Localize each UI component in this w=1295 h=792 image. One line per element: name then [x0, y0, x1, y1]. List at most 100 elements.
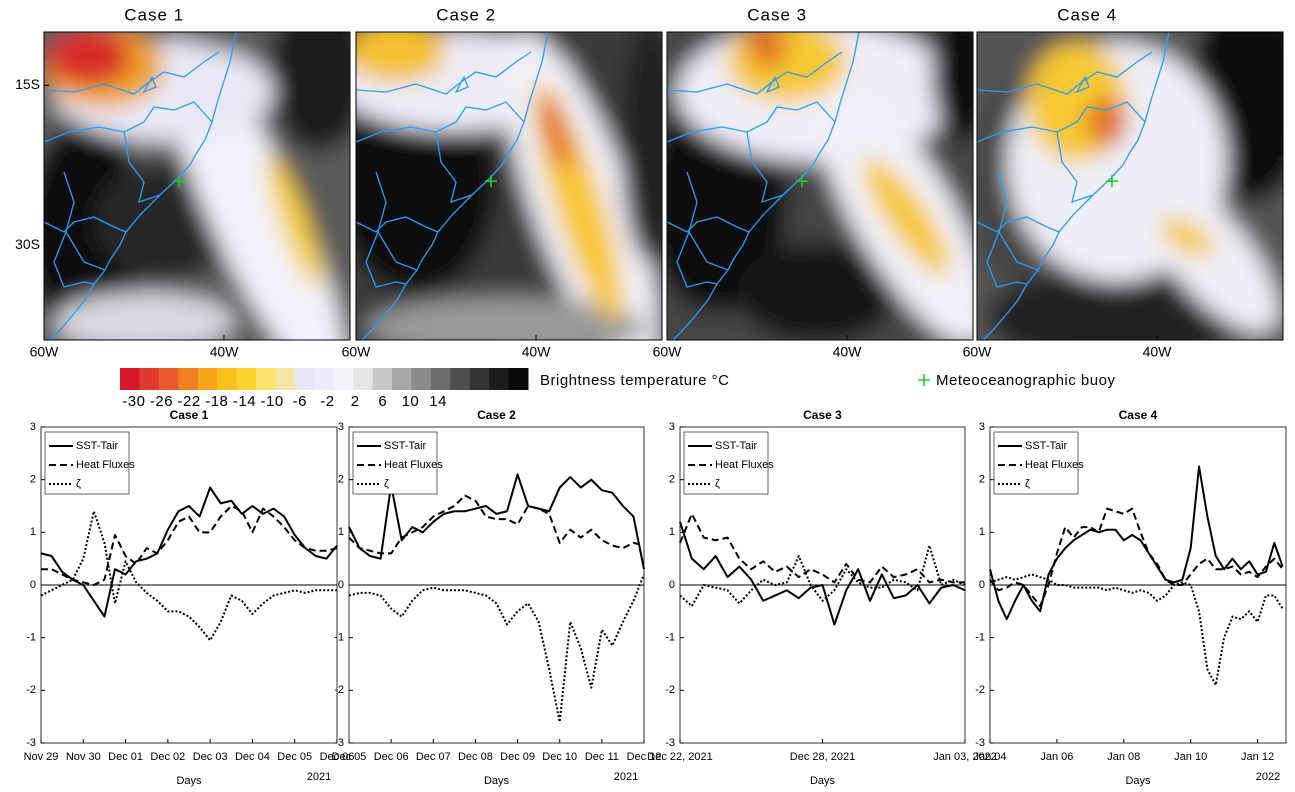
- buoy-legend-marker: [918, 374, 930, 386]
- x-tick-label: Dec 28, 2021: [790, 751, 855, 763]
- x-tick-label: Jan 04: [973, 751, 1006, 763]
- x-tick-label: Dec 01: [108, 751, 143, 763]
- colorbar-cell: [372, 368, 393, 390]
- legend-label: Heat Fluxes: [1025, 459, 1084, 471]
- legend-label: ζ: [715, 478, 720, 490]
- legend-label: ζ: [384, 478, 389, 490]
- y-tick-label: -2: [975, 684, 985, 696]
- x-tick-label: Jan 12: [1241, 751, 1274, 763]
- colorbar-tick-label: 14: [429, 393, 447, 410]
- buoy-marker: [173, 175, 185, 188]
- colorbar-cell: [333, 368, 354, 390]
- y-tick-label: -2: [665, 684, 675, 696]
- chart-title: Case 4: [1119, 408, 1158, 422]
- y-tick-label: 1: [338, 526, 344, 538]
- y-tick-label: 3: [979, 421, 985, 433]
- colorbar-cell: [508, 368, 529, 390]
- y-tick-label: -3: [26, 737, 36, 749]
- y-tick-label: 1: [30, 526, 36, 538]
- colorbar-tick-label: -2: [320, 393, 334, 410]
- map-title: Case 4: [1057, 5, 1117, 24]
- buoy-marker: [796, 175, 808, 188]
- colorbar-tick-label: 2: [351, 393, 360, 410]
- colorbar-cell: [489, 368, 510, 390]
- map-x-tick-label: 60W: [653, 344, 683, 360]
- y-tick-label: 3: [669, 421, 675, 433]
- colorbar-tick-label: 10: [402, 393, 420, 410]
- map-x-tick-label: 60W: [963, 344, 993, 360]
- colorbar-tick-label: -30: [122, 393, 145, 410]
- colorbar-tick-label: -14: [233, 393, 256, 410]
- series-line: [348, 473, 645, 570]
- y-tick-label: -3: [334, 737, 344, 749]
- colorbar-cell: [256, 368, 276, 390]
- y-tick-label: -1: [665, 632, 675, 644]
- map-x-tick-label: 60W: [30, 344, 60, 360]
- colorbar-cell: [450, 368, 471, 390]
- colorbar-cell: [430, 368, 451, 390]
- map-x-tick-label: 40W: [210, 344, 240, 360]
- year-label: 2021: [307, 771, 331, 783]
- map-title: Case 2: [436, 5, 496, 24]
- colorbar-cell: [353, 368, 374, 390]
- x-tick-label: Jan 03, 2022: [933, 751, 997, 763]
- legend-label: Heat Fluxes: [715, 459, 774, 471]
- x-tick-label: Nov 30: [66, 751, 101, 763]
- map-title: Case 3: [747, 5, 807, 24]
- colorbar-cell: [217, 368, 238, 390]
- series-line: [989, 573, 1284, 687]
- map-x-tick-label: 40W: [522, 344, 552, 360]
- series-line: [679, 521, 966, 626]
- x-tick-label: Dec 04: [235, 751, 270, 763]
- x-tick-label: Jan 06: [1040, 751, 1073, 763]
- colorbar-cell: [158, 368, 179, 390]
- colorbar-cell: [178, 368, 199, 390]
- x-tick-label: Nov 29: [24, 751, 59, 763]
- buoy-marker: [1106, 175, 1118, 188]
- map-panel: [355, 31, 663, 341]
- y-tick-label: -2: [334, 684, 344, 696]
- chart-title: Case 1: [170, 408, 209, 422]
- colorbar-cell: [469, 368, 490, 390]
- x-tick-label: Dec 10: [542, 751, 577, 763]
- y-tick-label: 2: [979, 474, 985, 486]
- colorbar-cell: [120, 368, 140, 390]
- y-tick-label: -1: [975, 632, 985, 644]
- colorbar-tick-label: -26: [150, 393, 173, 410]
- y-tick-label: 3: [338, 421, 344, 433]
- y-tick-label: 0: [669, 579, 675, 591]
- x-tick-label: Dec 12: [627, 751, 662, 763]
- y-tick-label: 2: [669, 474, 675, 486]
- legend-box: [993, 431, 1079, 495]
- y-tick-label: -1: [26, 632, 36, 644]
- y-tick-label: 1: [669, 526, 675, 538]
- buoy-legend-label: Meteoceanographic buoy: [936, 372, 1115, 389]
- x-tick-label: Dec 22, 2021: [647, 751, 712, 763]
- x-tick-label: Dec 05: [277, 751, 312, 763]
- series-line: [348, 574, 645, 723]
- series-line: [989, 465, 1284, 621]
- map-y-tick-label: 15S: [15, 76, 40, 92]
- colorbar-tick-label: -18: [205, 393, 228, 410]
- legend-label: SST-Tair: [76, 440, 119, 452]
- legend-label: SST-Tair: [715, 440, 758, 452]
- colorbar-cell: [314, 368, 335, 390]
- legend-label: SST-Tair: [384, 440, 427, 452]
- buoy-marker: [485, 175, 497, 188]
- y-tick-label: 0: [338, 579, 344, 591]
- y-tick-label: 0: [979, 579, 985, 591]
- x-tick-label: Dec 02: [150, 751, 185, 763]
- legend-label: ζ: [76, 478, 81, 490]
- colorbar-cell: [294, 368, 315, 390]
- series-line: [679, 544, 966, 608]
- x-tick-label: Dec 06: [374, 751, 409, 763]
- colorbar-cell: [197, 368, 218, 390]
- chart-title: Case 2: [477, 408, 516, 422]
- series-line: [40, 486, 338, 618]
- x-axis-label: Days: [1125, 775, 1151, 787]
- y-tick-label: 0: [30, 579, 36, 591]
- series-line: [679, 512, 965, 584]
- x-tick-label: Jan 08: [1107, 751, 1140, 763]
- colorbar-cell: [392, 368, 412, 390]
- map-panel: [976, 31, 1284, 341]
